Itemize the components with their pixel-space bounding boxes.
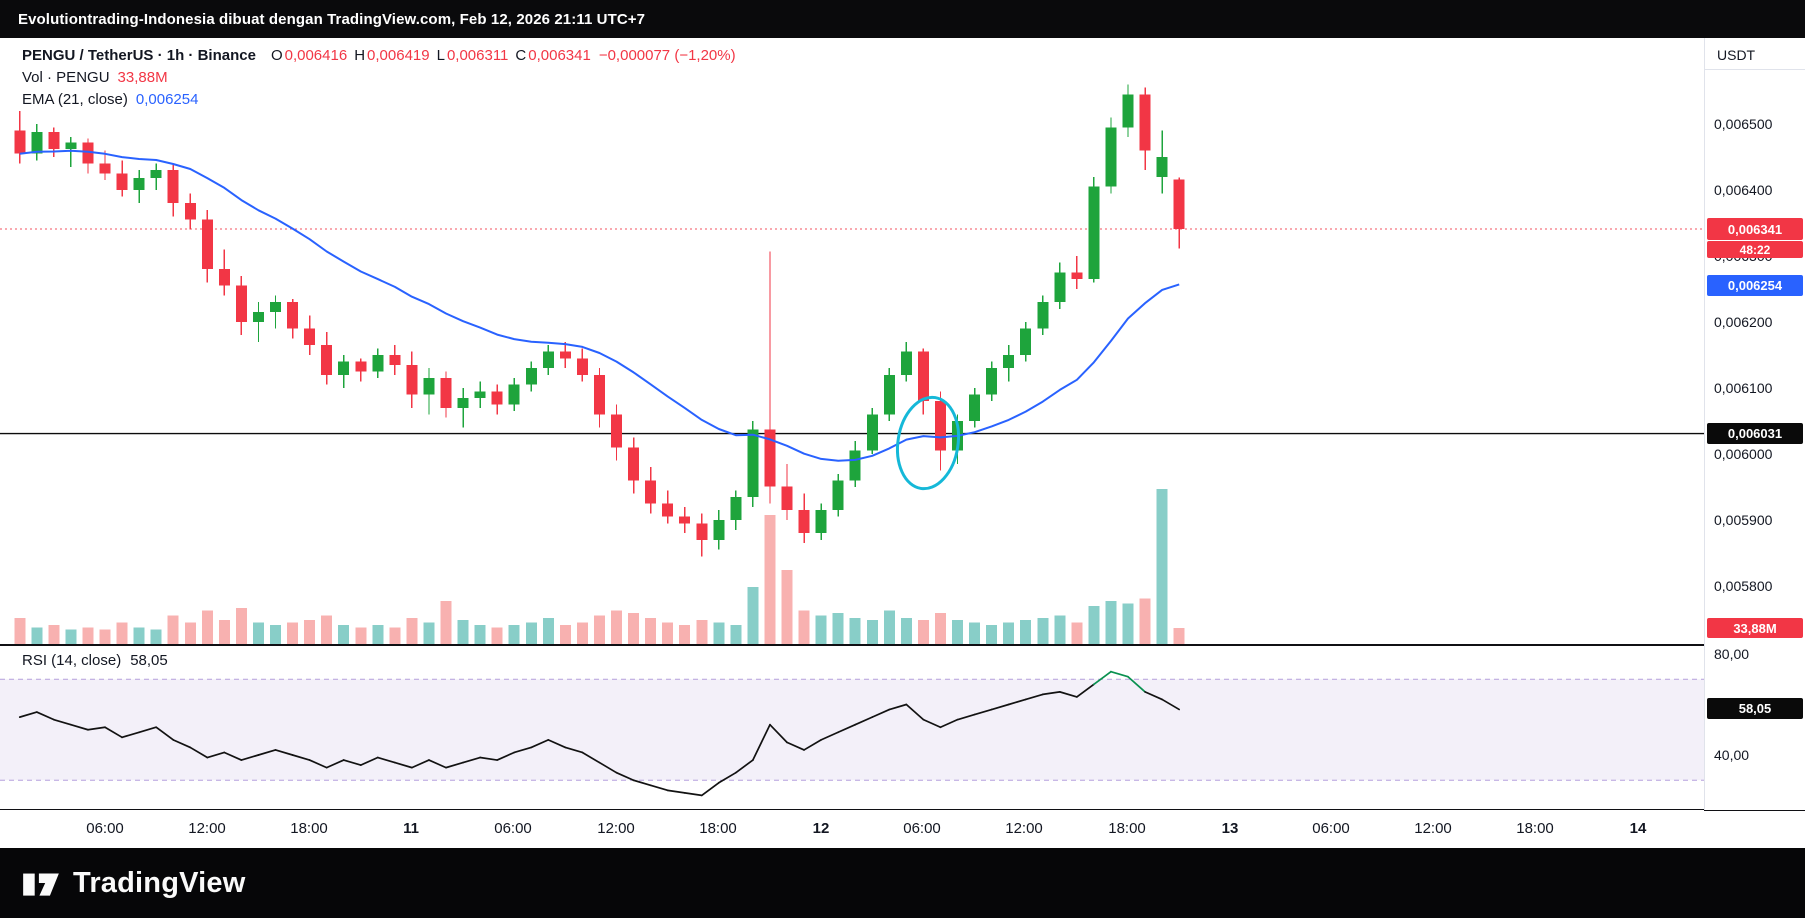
volume-label: Vol · PENGU [22, 68, 110, 86]
time-axis-label: 06:00 [1312, 820, 1350, 837]
chart-legend: PENGU / TetherUS · 1h · Binance O 0,00641… [22, 44, 736, 110]
annotation-ellipse [896, 395, 960, 491]
volume-legend-row[interactable]: Vol · PENGU 33,88M [22, 66, 736, 88]
change-value: −0,000077 (−1,20%) [598, 46, 736, 64]
time-axis-label: 12:00 [188, 820, 226, 837]
rsi-axis-label: 40,00 [1714, 747, 1750, 763]
price-axis-label: 0,005900 [1714, 512, 1773, 528]
time-axis-label: 06:00 [86, 820, 124, 837]
horizontal-line-price-badge: 0,006031 [1707, 423, 1803, 444]
price-axis-label: 0,006500 [1714, 116, 1773, 132]
time-axis-label: 18:00 [1108, 820, 1146, 837]
top-bar: Evolutiontrading-Indonesia dibuat dengan… [0, 0, 1805, 38]
price-axis-currency: USDT [1717, 47, 1756, 63]
volume-value-badge: 33,88M [1707, 618, 1803, 638]
time-axis-label: 14 [1629, 820, 1647, 837]
open-label: O [270, 46, 283, 64]
ema-legend-row[interactable]: EMA (21, close) 0,006254 [22, 88, 736, 110]
rsi-value-badge: 58,05 [1707, 698, 1803, 719]
low-label: L [436, 46, 445, 64]
rsi-value: 58,05 [130, 652, 168, 669]
price-axis-label: 0,005800 [1714, 578, 1773, 594]
price-axis-divider [1705, 69, 1805, 70]
low-value: 0,006311 [446, 46, 509, 64]
ema-value: 0,006254 [135, 90, 199, 108]
price-axis[interactable]: USDT 0,0065000,0064000,0063000,0062000,0… [1704, 38, 1805, 810]
price-axis-label: 0,006100 [1714, 380, 1773, 396]
time-axis-label: 12:00 [597, 820, 635, 837]
footer-bar: TradingView [0, 848, 1805, 918]
rsi-band [0, 678, 1704, 781]
time-axis-label: 12 [812, 820, 830, 837]
time-axis-label: 06:00 [903, 820, 941, 837]
time-axis-label: 12:00 [1005, 820, 1043, 837]
ema-label: EMA (21, close) [22, 90, 128, 108]
candlestick-chart[interactable] [0, 38, 1704, 810]
time-axis-label: 18:00 [1516, 820, 1554, 837]
ema-line [19, 149, 1180, 462]
time-axis-label: 12:00 [1414, 820, 1452, 837]
close-value: 0,006341 [528, 46, 591, 64]
rsi-label: RSI (14, close) [22, 652, 122, 669]
time-axis-label: 06:00 [494, 820, 532, 837]
pane-separator[interactable] [0, 644, 1805, 646]
time-axis[interactable]: 06:00 12:00 18:00 11 06:00 12:00 18:00 12 06:00 1… [0, 810, 1704, 848]
close-label: C [515, 46, 527, 64]
current-price-badge: 0,006341 [1707, 218, 1803, 240]
high-label: H [354, 46, 366, 64]
rsi-legend-row[interactable]: RSI (14, close) 58,05 [22, 652, 168, 669]
time-axis-label: 11 [403, 820, 419, 837]
high-value: 0,006419 [367, 46, 430, 64]
ema-price-badge: 0,006254 [1707, 275, 1803, 296]
rsi-axis-label: 80,00 [1714, 646, 1750, 662]
brand-name[interactable]: TradingView [73, 866, 246, 899]
candles [14, 84, 1185, 557]
time-axis-label: 18:00 [699, 820, 737, 837]
price-axis-label: 0,006000 [1714, 446, 1773, 462]
volume-bars [14, 489, 1185, 644]
tradingview-logo-icon[interactable] [20, 862, 62, 904]
symbol-title: PENGU / TetherUS · 1h · Binance [22, 46, 256, 64]
volume-value: 33,88M [117, 68, 168, 86]
watermark-text: Evolutiontrading-Indonesia dibuat dengan… [18, 10, 646, 28]
time-axis-label: 18:00 [290, 820, 328, 837]
price-axis-label: 0,006200 [1714, 314, 1773, 330]
price-axis-label: 0,006400 [1714, 182, 1773, 198]
open-value: 0,006416 [284, 46, 348, 64]
time-axis-label: 13 [1221, 820, 1239, 837]
symbol-legend-row[interactable]: PENGU / TetherUS · 1h · Binance O 0,00641… [22, 44, 736, 66]
candle-countdown-badge: 48:22 [1707, 241, 1803, 258]
rsi-line [18, 670, 1181, 797]
